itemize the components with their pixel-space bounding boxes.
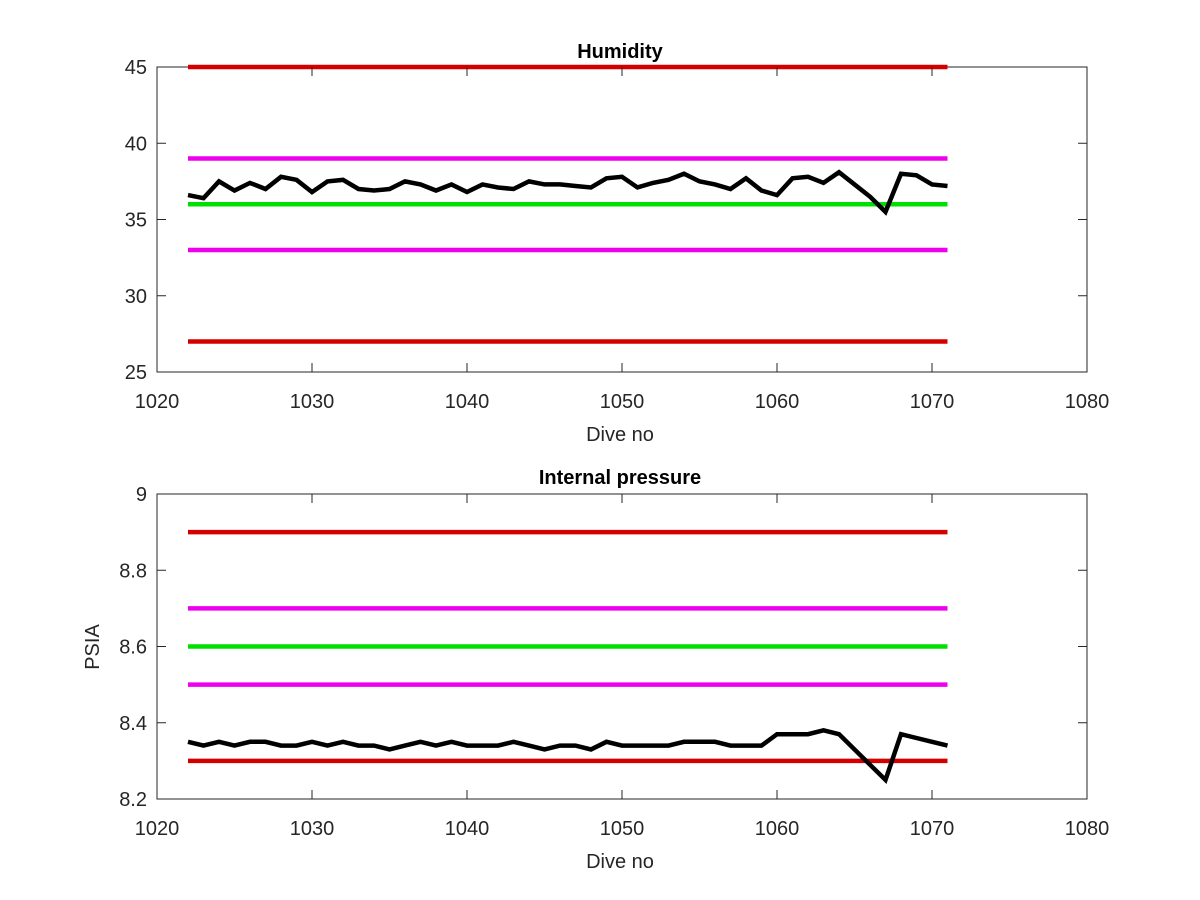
internal-pressure-x-axis-label: Dive no — [586, 851, 654, 873]
internal-pressure-x-tick-label: 1070 — [910, 818, 955, 840]
humidity-x-tick-label: 1080 — [1065, 391, 1110, 413]
humidity-title: Humidity — [577, 41, 663, 63]
internal-pressure-x-tick-label: 1080 — [1065, 818, 1110, 840]
internal-pressure-y-axis-label: PSIA — [82, 624, 104, 670]
internal-pressure-data-series-line — [187, 728, 949, 785]
humidity-y-tick-label: 40 — [125, 133, 147, 155]
internal-pressure-x-tick-label: 1050 — [600, 818, 645, 840]
internal-pressure-y-tick-label: 8.8 — [119, 560, 147, 582]
internal-pressure-y-tick-label: 8.2 — [119, 789, 147, 811]
internal-pressure-x-tick-label: 1060 — [755, 818, 800, 840]
internal-pressure-x-tick-label: 1030 — [290, 818, 335, 840]
internal-pressure-x-tick-label: 1020 — [135, 818, 180, 840]
internal-pressure-x-tick-label: 1040 — [445, 818, 490, 840]
humidity-x-tick-label: 1040 — [445, 391, 490, 413]
humidity-y-tick-label: 35 — [125, 210, 147, 232]
humidity-x-tick-label: 1070 — [910, 391, 955, 413]
humidity-y-tick-label: 30 — [125, 286, 147, 308]
humidity-x-axis-label: Dive no — [586, 424, 654, 446]
humidity-x-tick-label: 1020 — [135, 391, 180, 413]
internal-pressure-y-tick-label: 8.6 — [119, 637, 147, 659]
humidity-x-tick-label: 1050 — [600, 391, 645, 413]
internal-pressure-y-tick-label: 8.4 — [119, 713, 147, 735]
humidity-y-tick-label: 45 — [125, 57, 147, 79]
internal-pressure-title: Internal pressure — [539, 467, 701, 489]
humidity-x-tick-label: 1060 — [755, 391, 800, 413]
humidity-y-tick-label: 25 — [125, 362, 147, 384]
internal-pressure-y-tick-label: 9 — [136, 484, 147, 506]
humidity-data-series-line — [187, 169, 948, 216]
humidity-plot: Humidity Dive no 1020 1030 1040 1050 1060 107… — [125, 41, 1110, 446]
internal-pressure-plot: Internal pressure Dive no PSIA 1020 1030 1… — [82, 467, 1109, 873]
humidity-x-tick-label: 1030 — [290, 391, 335, 413]
